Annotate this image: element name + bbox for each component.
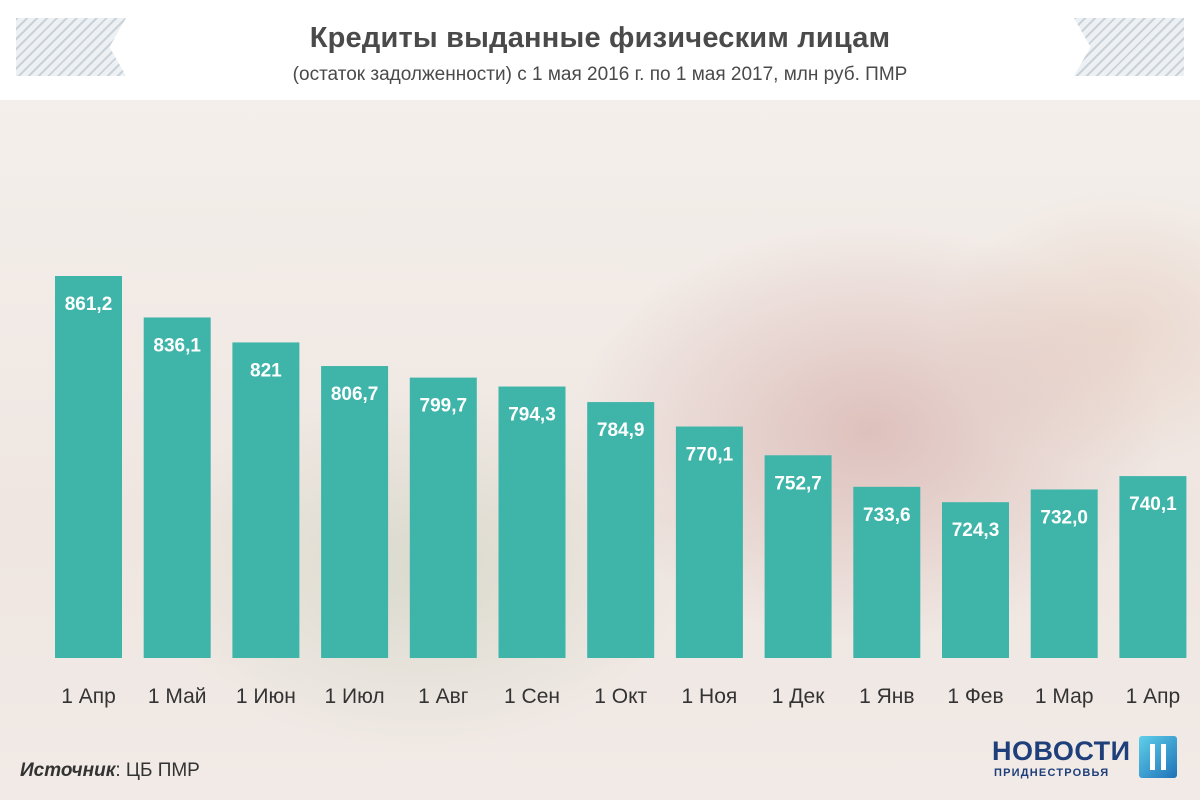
data-label: 733,6 xyxy=(863,505,911,526)
x-tick-label: 1 Ноя xyxy=(682,685,738,708)
data-label: 836,1 xyxy=(153,335,201,356)
chart-title: Кредиты выданные физическим лицам xyxy=(309,22,891,54)
x-tick-label: 1 Янв xyxy=(859,685,914,708)
bar xyxy=(321,366,389,658)
data-label: 821 xyxy=(250,360,282,381)
novosti-logo: НОВОСТИ ПРИДНЕСТРОВЬЯ xyxy=(992,736,1188,782)
bar xyxy=(1030,489,1098,658)
x-tick-label: 1 Дек xyxy=(772,685,825,708)
bar xyxy=(853,486,921,658)
x-tick-label: 1 Май xyxy=(148,685,207,708)
bar xyxy=(55,276,122,658)
logo-word: НОВОСТИ xyxy=(992,736,1131,766)
bar xyxy=(232,342,300,658)
logo-mark-icon xyxy=(1139,736,1177,778)
source-label: Источник xyxy=(20,760,116,781)
x-tick-label: 1 Апр xyxy=(1126,685,1181,708)
x-tick-label: 1 Фев xyxy=(947,685,1003,708)
bar xyxy=(143,317,211,658)
data-label: 732,0 xyxy=(1040,507,1088,528)
bar xyxy=(498,386,566,658)
bar xyxy=(675,426,743,658)
bar xyxy=(942,502,1009,658)
x-tick-label: 1 Окт xyxy=(594,685,647,708)
x-tick-label: 1 Июн xyxy=(236,685,296,708)
decorative-stripe-left xyxy=(16,18,126,76)
x-tick-label: 1 Июл xyxy=(325,685,385,708)
bar xyxy=(587,402,655,658)
data-label: 806,7 xyxy=(331,384,379,405)
data-label: 752,7 xyxy=(774,473,822,494)
x-tick-label: 1 Сен xyxy=(504,685,560,708)
data-label: 794,3 xyxy=(508,405,556,426)
x-tick-label: 1 Апр xyxy=(61,685,116,708)
data-label: 799,7 xyxy=(420,396,468,417)
x-tick-label: 1 Мар xyxy=(1035,685,1094,708)
header: Кредиты выданные физическим лицам (остат… xyxy=(0,0,1200,100)
bar xyxy=(764,455,832,658)
data-label: 770,1 xyxy=(686,445,734,466)
source-note: Источник: ЦБ ПМР xyxy=(20,760,200,782)
logo-subtitle: ПРИДНЕСТРОВЬЯ xyxy=(994,767,1110,779)
data-label: 784,9 xyxy=(597,420,645,441)
data-label: 724,3 xyxy=(952,520,1000,541)
decorative-stripe-right xyxy=(1074,18,1184,76)
x-tick-label: 1 Авг xyxy=(418,685,469,708)
data-label: 861,2 xyxy=(65,294,113,315)
data-label: 740,1 xyxy=(1129,494,1177,515)
bar xyxy=(1119,476,1187,658)
chart-subtitle: (остаток задолженности) с 1 мая 2016 г. … xyxy=(292,64,908,85)
bar xyxy=(409,377,477,658)
source-value: : ЦБ ПМР xyxy=(115,760,200,781)
